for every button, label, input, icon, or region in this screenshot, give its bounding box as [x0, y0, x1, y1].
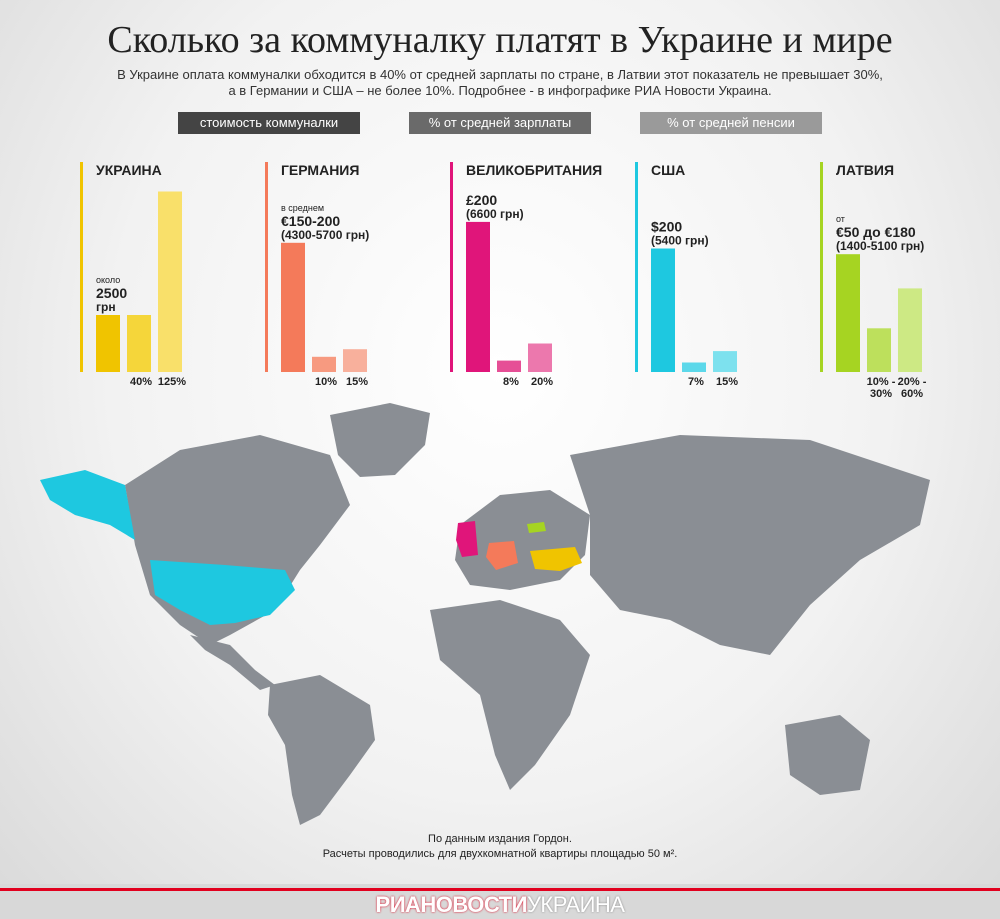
country-accent-line	[80, 162, 83, 372]
legend-pension: % от средней пенсии	[640, 112, 822, 134]
bar	[713, 351, 737, 372]
cost-note-line: (4300-5700 грн)	[281, 228, 369, 242]
bar-data-label: 15%	[346, 376, 368, 388]
cost-note-line: £200	[466, 192, 497, 208]
bar-data-label: 40%	[130, 376, 152, 388]
alaska-highlight	[40, 470, 135, 540]
country-title: УКРАИНА	[96, 162, 162, 178]
bar	[497, 360, 521, 372]
bar	[867, 328, 891, 372]
bar-data-label: 20% -	[898, 376, 927, 388]
cost-note-line: 2500	[96, 285, 127, 301]
bar	[158, 191, 182, 372]
bar	[836, 254, 860, 372]
greenland-shape	[330, 403, 430, 477]
cost-note-line: $200	[651, 219, 682, 235]
footer-accent-line	[0, 888, 1000, 891]
cost-note-line: от	[836, 214, 845, 224]
footnote: По данным издания Гордон. Расчеты провод…	[0, 832, 1000, 862]
uk-highlight	[456, 521, 478, 557]
legend-salary: % от средней зарплаты	[409, 112, 591, 134]
bar	[528, 343, 552, 372]
cost-note-line: (5400 грн)	[651, 234, 709, 248]
brand-logo: РИАНОВОСТИУКРАИНА	[0, 892, 1000, 918]
bar	[96, 315, 120, 372]
bar	[312, 356, 336, 372]
footnote-note: Расчеты проводились для двухкомнатной кв…	[322, 848, 678, 860]
country-accent-line	[635, 162, 638, 372]
latvia-highlight	[527, 522, 546, 533]
footnote-source: По данным издания Гордон.	[428, 833, 572, 845]
cost-note-line: в среднем	[281, 203, 324, 213]
cost-note-line: €150-200	[281, 213, 340, 229]
map-highlights	[40, 470, 582, 625]
country-accent-line	[820, 162, 823, 372]
central-america-shape	[190, 635, 275, 690]
country-title: ВЕЛИКОБРИТАНИЯ	[466, 162, 602, 178]
cost-note-line: (6600 грн)	[466, 207, 524, 221]
country-title: ГЕРМАНИЯ	[281, 162, 359, 178]
legend-cost: стоимость коммуналки	[178, 112, 360, 134]
world-map	[40, 403, 930, 825]
bar-data-label: 8%	[503, 376, 519, 388]
bar	[281, 242, 305, 372]
subtitle-line-2: а в Германии и США – не более 10%. Подро…	[228, 83, 772, 98]
asia-shape	[570, 435, 930, 655]
country-accent-line	[265, 162, 268, 372]
brand-ua: УКРАИНА	[526, 892, 625, 917]
bar-data-label: 7%	[688, 376, 704, 388]
subtitle-line-1: В Украине оплата коммуналки обходится в …	[117, 67, 883, 82]
bar	[466, 221, 490, 372]
ukraine-highlight	[530, 547, 582, 571]
bar-data-label: 10%	[315, 376, 337, 388]
germany-highlight	[486, 541, 518, 570]
bar-data-label: 20%	[531, 376, 553, 388]
africa-shape	[430, 600, 590, 790]
page-subtitle: В Украине оплата коммуналки обходится в …	[0, 67, 1000, 99]
country-accent-line	[450, 162, 453, 372]
bar	[898, 288, 922, 372]
cost-note-line: около	[96, 275, 120, 285]
cost-note-line: (1400-5100 грн)	[836, 239, 924, 253]
bar	[343, 349, 367, 372]
bar-data-label: 125%	[158, 376, 186, 388]
country-title: США	[651, 162, 685, 178]
australia-shape	[785, 715, 870, 795]
page-title: Сколько за коммуналку платят в Украине и…	[107, 19, 893, 61]
bar	[127, 315, 151, 372]
bar-data-label: 15%	[716, 376, 738, 388]
bar	[651, 248, 675, 372]
cost-note-line: грн	[96, 300, 116, 314]
cost-note-line: €50 до €180	[836, 224, 916, 240]
country-title: ЛАТВИЯ	[836, 162, 894, 178]
bar	[682, 362, 706, 372]
brand-ria: РИАНОВОСТИ	[375, 892, 528, 917]
bar-data-label: 10% -	[867, 376, 896, 388]
bar-data-label: 30%	[870, 388, 892, 400]
usa-highlight	[150, 560, 295, 625]
south-america-shape	[268, 675, 375, 825]
bar-data-label: 60%	[901, 388, 923, 400]
